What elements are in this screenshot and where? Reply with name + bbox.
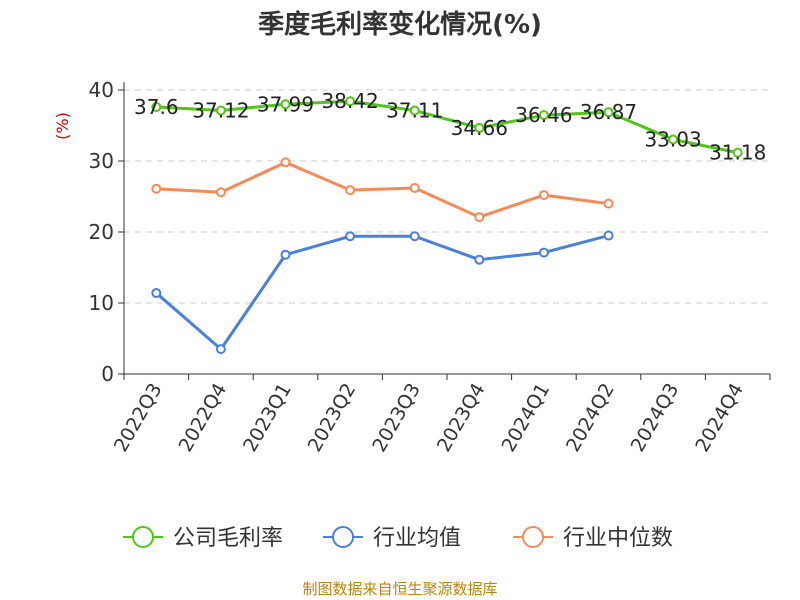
data-point [603,198,614,209]
data-point [538,190,549,201]
legend-label: 行业中位数 [563,526,673,551]
data-label: 37.11 [386,99,443,123]
data-point [215,105,226,116]
series-line [155,234,609,351]
data-point [474,212,485,223]
data-point [538,247,549,258]
data-point [732,147,743,158]
data-point [151,102,162,113]
data-label: 36.46 [515,103,572,127]
series-line [156,99,738,155]
x-tick-labels: 2022Q3 2022Q4 2023Q1 2023Q2 2023Q3 2023Q4 2024… [110,380,748,456]
y-tick-label: 30 [89,149,114,173]
x-tick-label: 2023Q2 [304,380,361,456]
legend-label: 行业均值 [373,526,461,551]
data-point [603,107,614,118]
y-tick-label: 20 [89,220,114,244]
data-point [280,249,291,260]
x-tick-label: 2022Q3 [110,380,167,456]
source-note: 制图数据来自恒生聚源数据库 [302,580,497,598]
data-point [538,110,549,121]
data-point [474,122,485,133]
series-1 [151,96,743,158]
data-label: 36.87 [580,100,637,124]
x-tick-label: 2023Q4 [433,380,490,456]
legend-item-3: 行业中位数 [513,526,673,551]
data-point [280,99,291,110]
data-label: 33.03 [644,127,701,151]
data-point [280,157,291,168]
data-labels: 37.6 37.12 37.99 38.42 37.11 34.66 36.46 36.87 3… [134,89,766,164]
data-label: 37.6 [134,95,179,119]
y-axis-label: (%) [53,112,72,140]
grid-lines [124,89,770,304]
series-2 [151,230,614,355]
data-point [409,231,420,242]
data-point [345,96,356,107]
x-tick-label: 2024Q3 [627,380,684,456]
y-tick-labels: 0 10 20 30 40 [89,78,114,386]
data-point [151,183,162,194]
data-label: 34.66 [451,116,508,140]
data-point [603,230,614,241]
y-tick-label: 0 [101,362,114,386]
x-tick-label: 2024Q1 [497,380,554,456]
series-line [156,160,609,219]
series-3 [151,157,614,223]
data-point [474,254,485,265]
data-point [345,231,356,242]
legend-marker [332,526,354,548]
data-point [409,105,420,116]
data-point [668,134,679,145]
data-point [409,182,420,193]
data-point [215,187,226,198]
data-label: 38.42 [321,89,378,113]
data-label: 37.99 [257,92,314,116]
y-tick-label: 10 [89,291,114,315]
y-tick-label: 40 [89,78,114,102]
legend-marker [132,526,154,548]
data-point [151,288,162,299]
series-layer [151,96,743,355]
x-tick-label: 2024Q4 [691,380,748,456]
axes [118,82,771,380]
legend: 公司毛利率 行业均值 行业中位数 [123,526,673,551]
data-label: 37.12 [192,98,249,122]
legend-item-2: 行业均值 [323,526,461,551]
data-point [345,185,356,196]
data-point [215,344,226,355]
legend-label: 公司毛利率 [173,526,283,551]
legend-item-1: 公司毛利率 [123,526,283,551]
x-tick-label: 2023Q3 [368,380,425,456]
x-tick-label: 2023Q1 [239,380,296,456]
chart-title: 季度毛利率变化情况(%) [258,9,542,40]
x-tick-label: 2022Q4 [174,380,231,456]
data-label: 31.18 [709,141,766,165]
legend-marker [522,526,544,548]
x-tick-label: 2024Q2 [562,380,619,456]
